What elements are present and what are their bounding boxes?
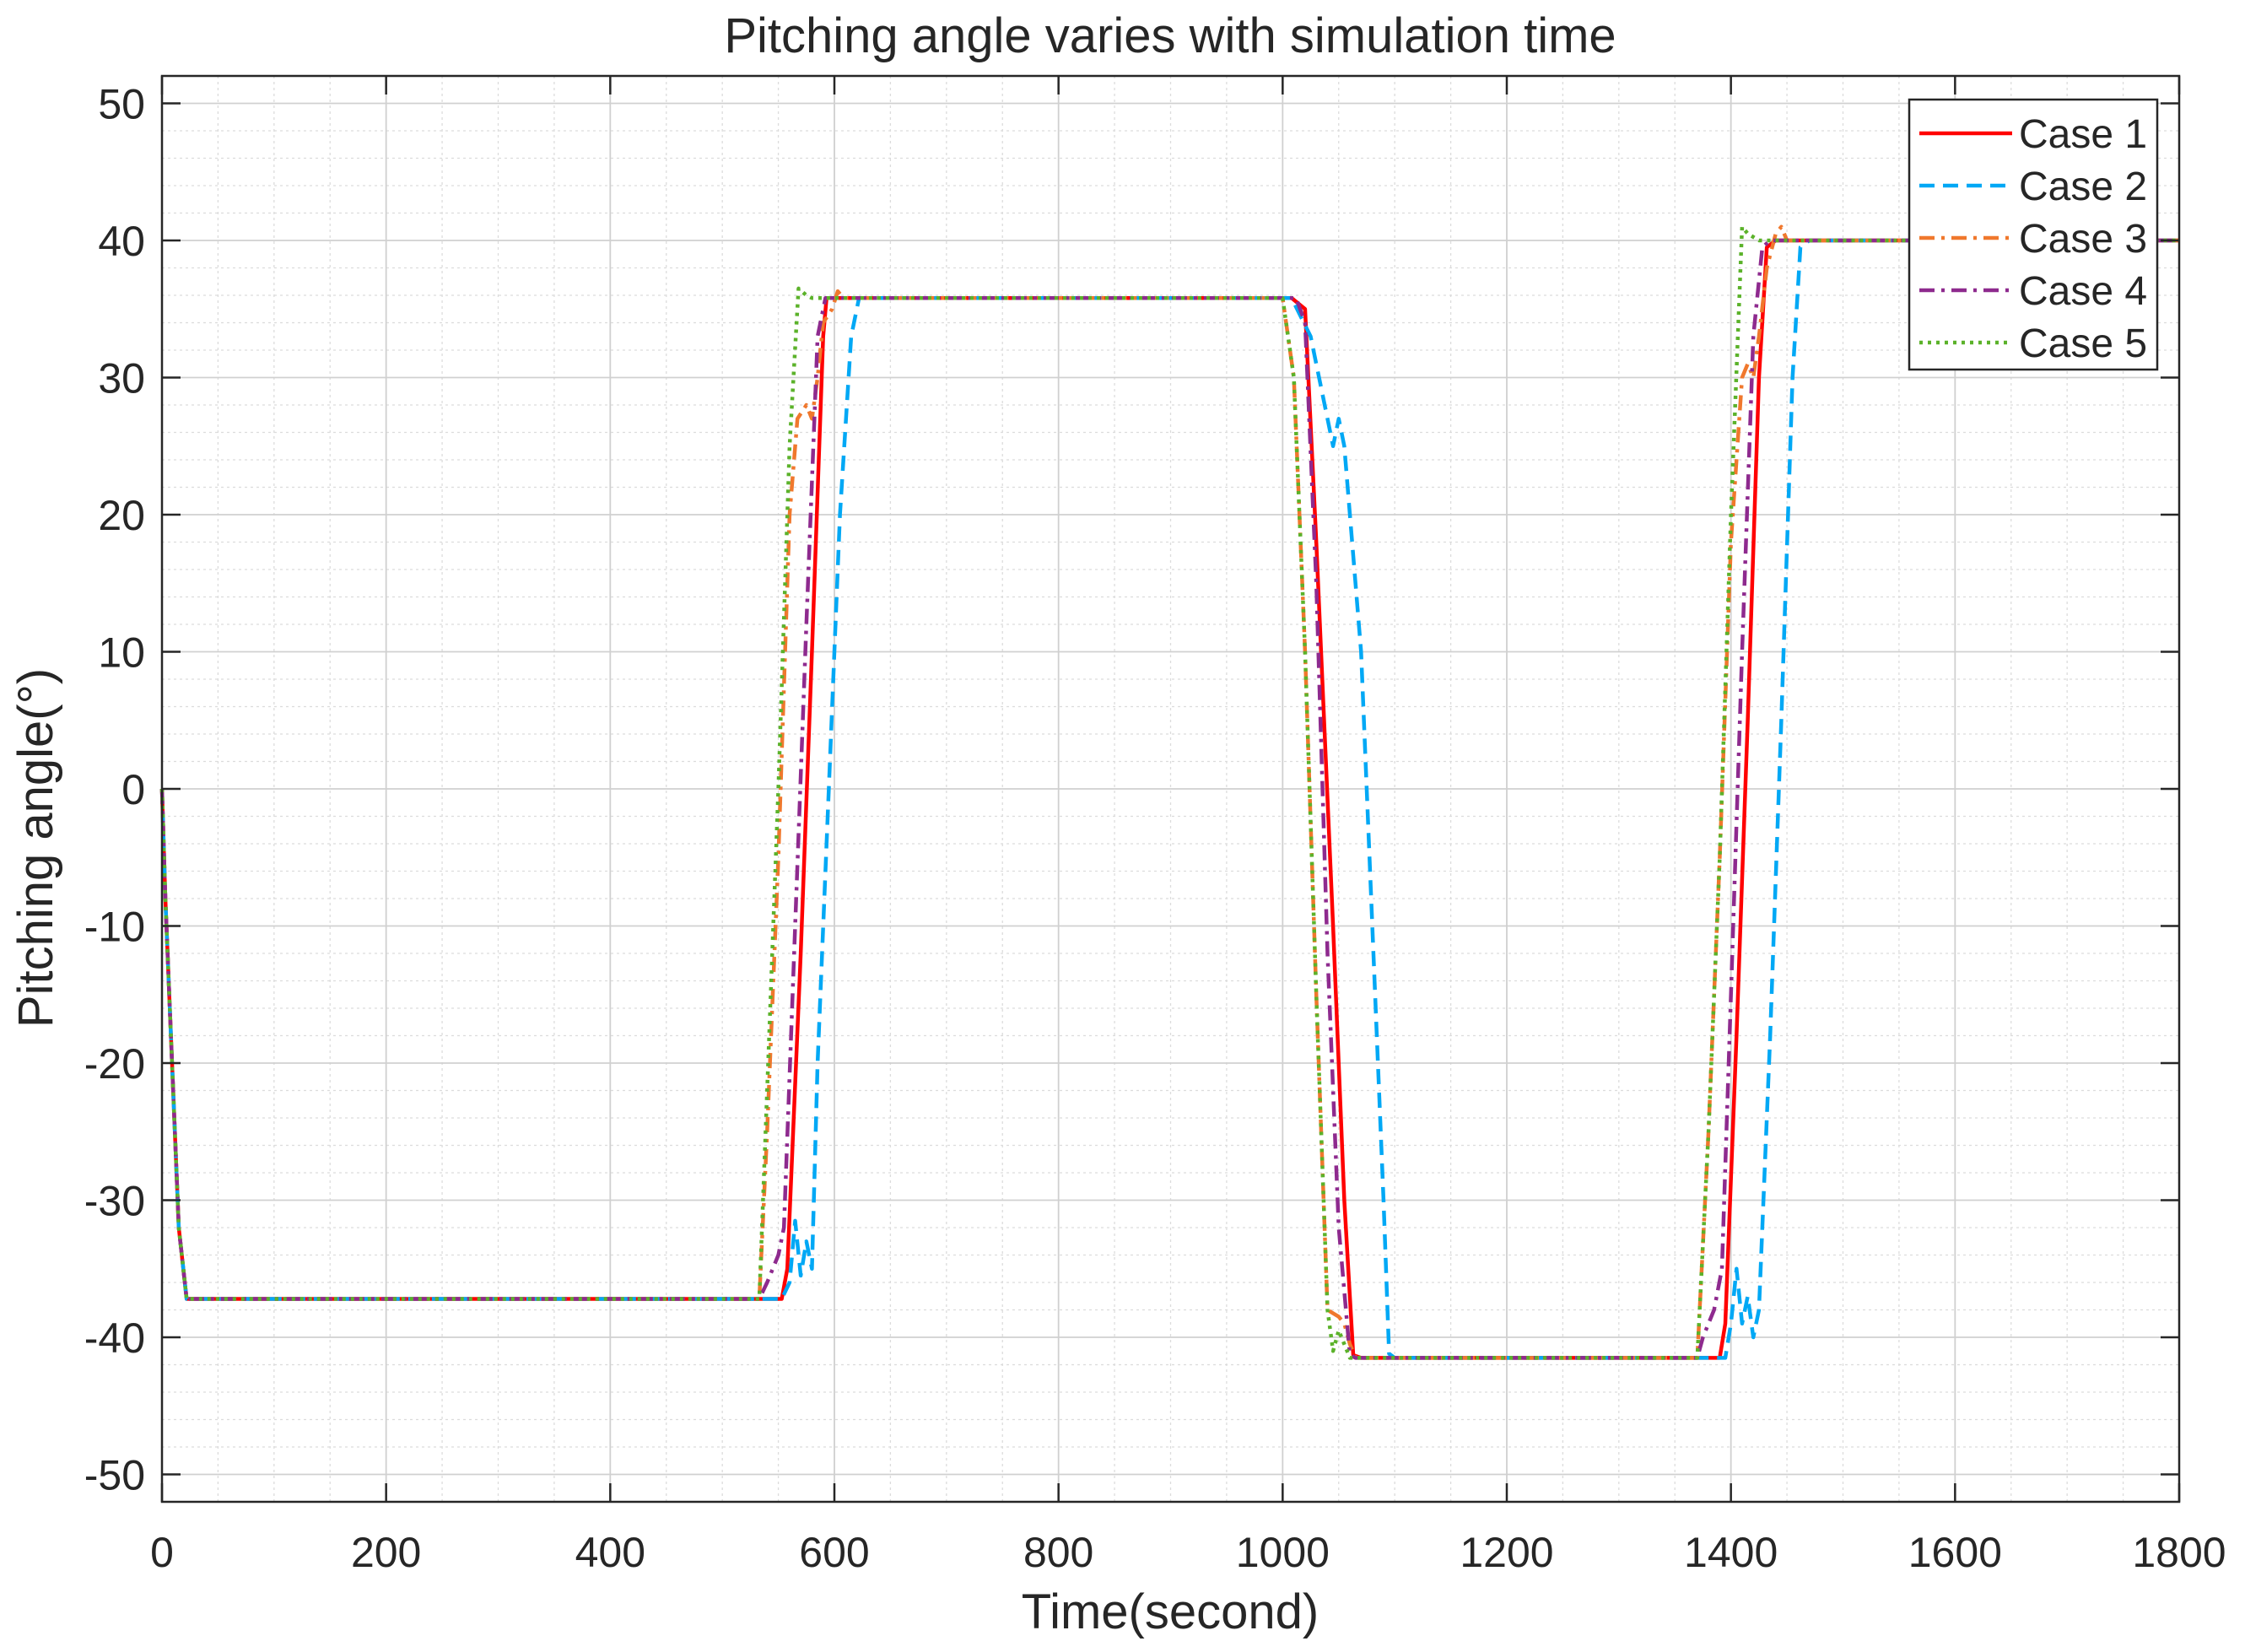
chart-title: Pitching angle varies with simulation ti… <box>724 8 1616 63</box>
y-tick-label: -10 <box>84 904 145 951</box>
y-tick-label: 40 <box>98 218 145 265</box>
y-axis-label: Pitching angle(°) <box>8 668 63 1028</box>
x-tick-label: 400 <box>575 1529 645 1576</box>
x-tick-label: 600 <box>799 1529 869 1576</box>
legend-label-case-3: Case 3 <box>2019 217 2147 262</box>
x-tick-label: 1400 <box>1684 1529 1778 1576</box>
x-tick-label: 1800 <box>2132 1529 2226 1576</box>
x-tick-label: 1200 <box>1460 1529 1553 1576</box>
legend-box <box>1908 98 2159 371</box>
legend-label-case-4: Case 4 <box>2019 269 2147 314</box>
y-tick-label: -50 <box>84 1452 145 1499</box>
x-axis-label: Time(second) <box>1022 1585 1319 1639</box>
y-tick-label: -30 <box>84 1178 145 1225</box>
legend: Case 1 Case 2 Case 3 Case 4 Case 5 <box>1908 98 2159 371</box>
x-tick-label: 1000 <box>1236 1529 1330 1576</box>
y-tick-label: 10 <box>98 629 145 677</box>
series-line-case-4 <box>159 238 2179 1360</box>
plot-series <box>159 224 2179 1360</box>
x-tick-label: 0 <box>150 1529 174 1576</box>
grid <box>161 75 2180 1503</box>
legend-label-case-2: Case 2 <box>2019 165 2147 209</box>
y-tick-label: 0 <box>121 766 145 813</box>
axis-ticks: 0 200 400 600 800 1000 1200 1400 1600 1800-50-40-… <box>84 76 2226 1576</box>
x-tick-label: 200 <box>351 1529 421 1576</box>
y-tick-label: -20 <box>84 1040 145 1088</box>
legend-label-case-5: Case 5 <box>2019 321 2147 366</box>
x-tick-label: 1600 <box>1908 1529 2002 1576</box>
y-tick-label: 50 <box>98 81 145 128</box>
y-tick-label: 30 <box>98 355 145 402</box>
y-tick-label: 20 <box>98 492 145 539</box>
series-line-case-2 <box>159 238 2179 1360</box>
y-tick-label: -40 <box>84 1315 145 1362</box>
x-tick-label: 800 <box>1023 1529 1093 1576</box>
legend-label-case-1: Case 1 <box>2019 112 2147 157</box>
